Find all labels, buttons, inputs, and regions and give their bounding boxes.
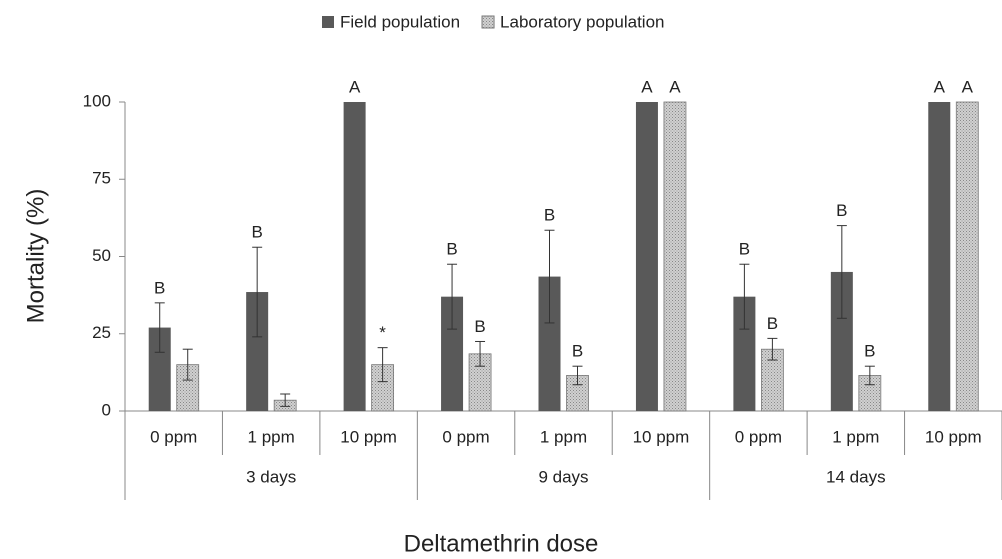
significance-label: A [962,77,974,96]
error-bar [447,263,458,330]
y-tick-label: 25 [92,323,111,342]
x-tick-label: 0 ppm [150,427,197,446]
significance-label: B [251,223,262,242]
error-bar [767,337,778,361]
group-label: 3 days [246,467,296,486]
x-tick-label: 10 ppm [633,427,690,446]
group-label: 14 days [826,467,886,486]
y-tick-label: 75 [92,169,111,188]
legend-swatch [322,16,334,28]
bar [635,102,658,411]
x-tick-label: 10 ppm [925,427,982,446]
group-label: 9 days [538,467,588,486]
error-bar [864,365,875,386]
significance-label: B [836,201,847,220]
bar [246,292,269,411]
legend-label: Laboratory population [500,12,664,31]
x-tick-label: 0 ppm [442,427,489,446]
significance-label: A [641,77,653,96]
y-axis-label: Mortality (%) [22,189,49,324]
x-tick-label: 1 ppm [540,427,587,446]
significance-label: B [864,342,875,361]
legend-label: Field population [340,12,460,31]
x-tick-label: 10 ppm [340,427,397,446]
error-bar [836,225,847,319]
x-tick-label: 1 ppm [832,427,879,446]
significance-label: B [474,317,485,336]
error-bar [544,229,555,324]
y-tick-label: 100 [83,91,111,110]
bar [343,102,366,411]
error-bar [572,365,583,386]
bar [663,101,687,412]
significance-label: A [669,77,681,96]
y-tick-label: 50 [92,246,111,265]
x-tick-label: 1 ppm [248,427,295,446]
x-tick-label: 0 ppm [735,427,782,446]
x-axis-label: Deltamethrin dose [404,530,599,557]
significance-label: B [446,240,457,259]
error-bar [182,348,193,381]
significance-label: B [544,206,555,225]
significance-label: A [934,77,946,96]
bar [928,102,951,411]
error-bar [739,263,750,330]
bar [441,296,464,411]
y-tick-label: 0 [102,400,111,419]
significance-label: B [739,240,750,259]
error-bar [154,302,165,353]
bar [148,327,171,411]
significance-label: B [154,278,165,297]
error-bar [252,246,263,338]
legend-swatch [481,15,495,29]
bar [830,271,853,411]
error-bar [280,393,291,407]
error-bar [377,347,388,383]
significance-label: B [572,342,583,361]
bar [538,276,561,411]
significance-label: A [349,77,361,96]
bar [733,296,756,411]
significance-label: B [767,314,778,333]
bar [955,101,979,412]
error-bar [475,340,486,367]
significance-label: * [379,323,386,342]
